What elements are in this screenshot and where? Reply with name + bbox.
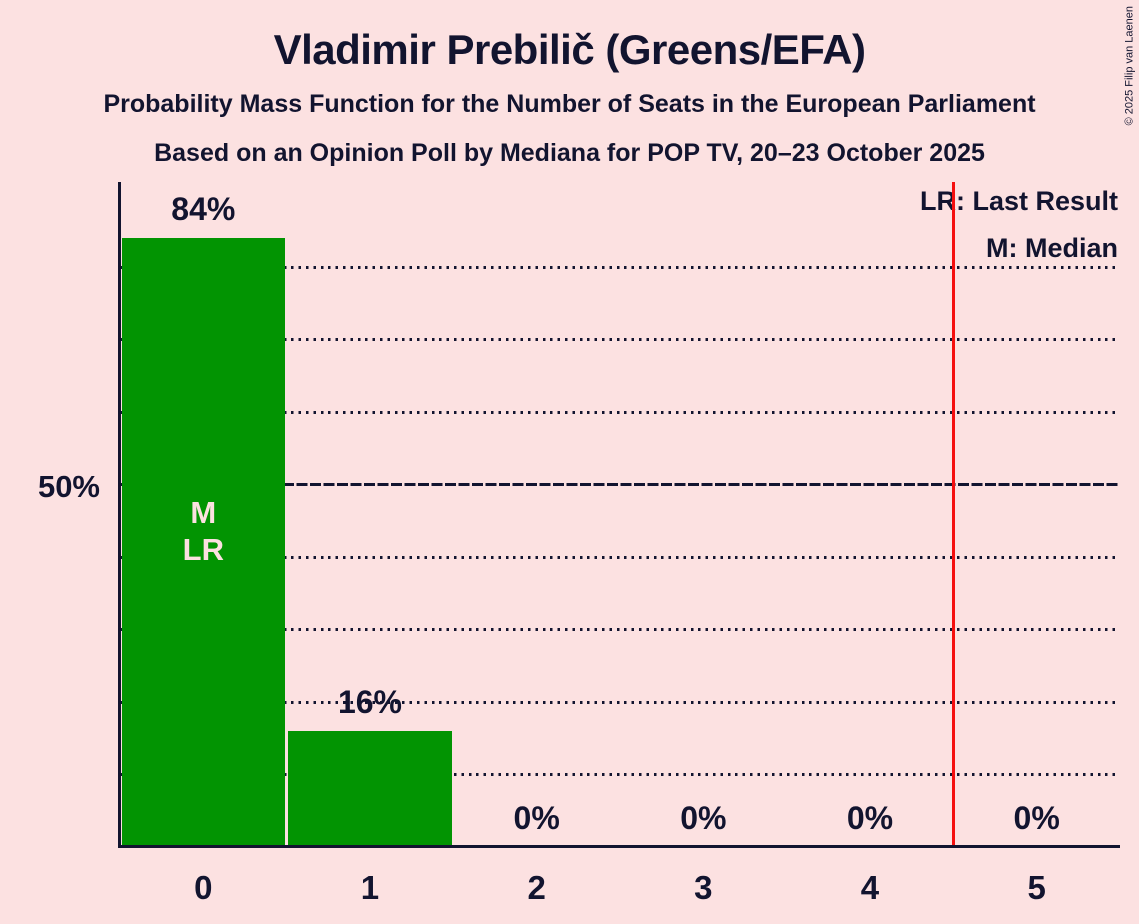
gridline-40pct [121,555,1120,559]
bar-value-label-4: 0% [846,800,894,836]
page-title: Vladimir Prebilič (Greens/EFA) [273,26,866,73]
chart-subtitle: Probability Mass Function for the Number… [103,90,1036,118]
bar-value-label-0: 84% [171,191,236,227]
x-tick-label-5: 5 [1027,869,1046,906]
bar-annotation-m-lr: M LR [182,494,224,567]
chart-source-subtitle: Based on an Opinion Poll by Mediana for … [154,139,985,167]
y-axis-50pct-label: 50% [37,469,100,504]
bar-value-label-3: 0% [680,800,727,836]
bar-value-label-1: 16% [337,684,402,720]
x-tick-label-2: 2 [527,869,546,906]
bar-seats-1 [288,731,452,846]
gridline-20pct [121,700,1120,704]
x-tick-label-4: 4 [860,869,880,906]
legend-last-result: LR: Last Result [919,186,1118,216]
legend-median: M: Median [986,233,1118,263]
x-tick-label-3: 3 [694,869,713,906]
y-axis [118,182,121,848]
x-axis [118,845,1120,848]
gridline-60pct [121,410,1120,414]
x-tick-label-1: 1 [360,869,380,906]
bar-seats-0 [121,238,286,846]
bar-value-label-2: 0% [513,800,560,836]
gridline-50pct-solid [121,483,1120,486]
x-tick-label-0: 0 [194,869,213,906]
copyright-notice: © 2025 Filip van Laenen [1123,6,1135,126]
last-result-line [951,182,955,845]
gridline-10pct [121,773,1120,776]
bar-value-label-5: 0% [1013,800,1060,836]
gridline-80pct [121,265,1120,269]
gridline-30pct [121,628,1120,631]
gridline-70pct [121,338,1120,341]
